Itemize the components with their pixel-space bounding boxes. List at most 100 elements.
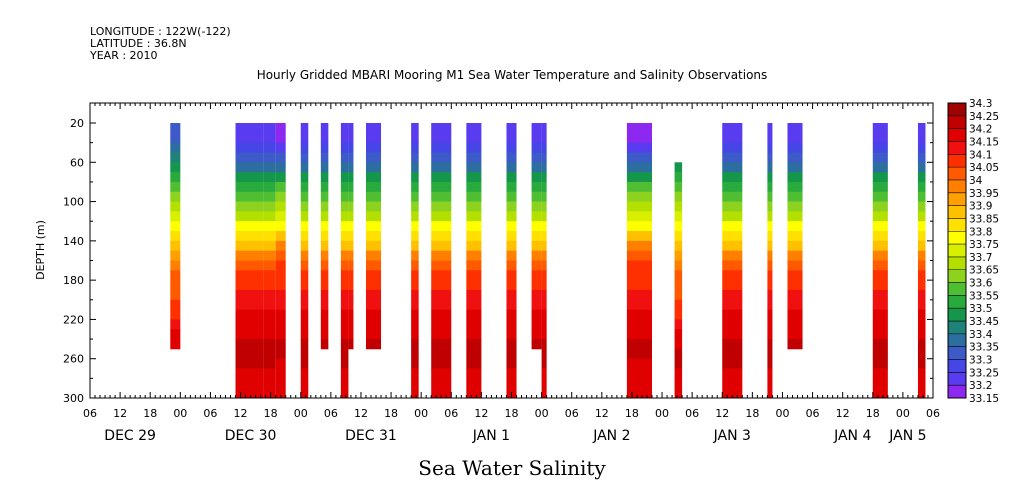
salinity-cell — [531, 221, 542, 232]
salinity-cell — [365, 329, 382, 340]
salinity-cell — [674, 378, 683, 389]
salinity-cell — [917, 221, 926, 232]
colorbar-label: 33.35 — [969, 342, 999, 354]
salinity-cell — [320, 339, 329, 350]
salinity-cell — [506, 201, 517, 212]
colorbar-label: 34.05 — [969, 162, 999, 174]
salinity-cell — [340, 299, 349, 311]
salinity-cell — [531, 172, 542, 183]
salinity-cell — [320, 250, 329, 261]
salinity-cell — [300, 319, 309, 330]
x-hour-tick-label: 00 — [775, 407, 789, 420]
salinity-cell — [365, 260, 382, 271]
salinity-cell — [348, 319, 354, 330]
salinity-cell — [466, 378, 482, 389]
salinity-cell — [411, 358, 419, 369]
salinity-cell — [275, 142, 286, 153]
salinity-cell — [235, 388, 264, 399]
salinity-cell — [275, 348, 286, 360]
salinity-cell — [300, 309, 309, 320]
salinity-cell — [722, 358, 743, 369]
salinity-cell — [300, 201, 309, 212]
salinity-cell — [506, 368, 517, 379]
salinity-cell — [348, 201, 354, 212]
salinity-cell — [626, 152, 652, 163]
salinity-cell — [674, 289, 683, 301]
salinity-cell — [626, 231, 652, 242]
salinity-cell — [431, 378, 452, 389]
salinity-cell — [235, 329, 264, 340]
salinity-cell — [506, 240, 517, 252]
salinity-cell — [300, 132, 309, 144]
salinity-cell — [787, 339, 803, 350]
salinity-cell — [872, 319, 888, 330]
salinity-cell — [872, 280, 888, 291]
year-label: YEAR : 2010 — [89, 49, 158, 62]
salinity-cell — [275, 289, 286, 301]
salinity-cell — [767, 368, 773, 379]
salinity-cell — [365, 339, 382, 350]
salinity-cell — [872, 358, 888, 369]
salinity-cell — [541, 162, 547, 173]
x-hour-tick-label: 00 — [173, 407, 187, 420]
salinity-cell — [170, 250, 181, 261]
salinity-cell — [541, 358, 547, 369]
salinity-cell — [787, 162, 803, 173]
salinity-cell — [917, 329, 926, 340]
data-column — [300, 123, 309, 399]
salinity-cell — [340, 250, 349, 261]
salinity-cell — [263, 142, 276, 153]
salinity-cell — [235, 260, 264, 271]
salinity-cell — [170, 339, 181, 350]
salinity-cell — [411, 250, 419, 261]
salinity-cell — [626, 280, 652, 291]
salinity-cell — [466, 181, 482, 193]
salinity-cell — [506, 280, 517, 291]
salinity-cell — [275, 181, 286, 193]
colorbar-label: 33.7 — [969, 252, 992, 264]
salinity-cell — [626, 181, 652, 193]
salinity-cell — [767, 299, 773, 311]
salinity-cell — [275, 172, 286, 183]
salinity-cell — [626, 319, 652, 330]
salinity-cell — [411, 240, 419, 252]
salinity-cell — [466, 240, 482, 252]
salinity-cell — [531, 319, 542, 330]
salinity-cell — [411, 152, 419, 163]
salinity-cell — [872, 152, 888, 163]
salinity-cell — [722, 309, 743, 320]
colorbar-label: 33.4 — [969, 329, 993, 341]
salinity-cell — [722, 299, 743, 311]
salinity-cell — [531, 250, 542, 261]
y-axis-labels: 20 60 100 140 180 220 260 300 — [63, 117, 84, 405]
salinity-cell — [365, 309, 382, 320]
salinity-cell — [320, 132, 329, 144]
salinity-cell — [872, 378, 888, 389]
salinity-cell — [263, 378, 276, 389]
salinity-cell — [872, 250, 888, 261]
salinity-cell — [872, 260, 888, 271]
salinity-cell — [541, 270, 547, 281]
salinity-cell — [320, 280, 329, 291]
salinity-cell — [722, 270, 743, 281]
salinity-cell — [767, 172, 773, 183]
salinity-cell — [340, 162, 349, 173]
salinity-cell — [767, 358, 773, 369]
salinity-cell — [506, 132, 517, 144]
salinity-cell — [365, 280, 382, 291]
salinity-cell — [411, 132, 419, 144]
salinity-cell — [767, 142, 773, 153]
salinity-cell — [917, 299, 926, 311]
x-axis-title: Sea Water Salinity — [418, 456, 606, 480]
salinity-cell — [767, 378, 773, 389]
colorbar-label: 34.15 — [969, 136, 999, 148]
colorbar-label: 33.65 — [969, 265, 999, 277]
colorbar-swatch — [948, 218, 966, 232]
salinity-cell — [674, 260, 683, 271]
data-column — [917, 123, 926, 399]
salinity-cell — [722, 240, 743, 252]
salinity-cell — [506, 348, 517, 360]
salinity-cell — [275, 309, 286, 320]
data-column — [348, 123, 354, 350]
salinity-cell — [263, 181, 276, 193]
